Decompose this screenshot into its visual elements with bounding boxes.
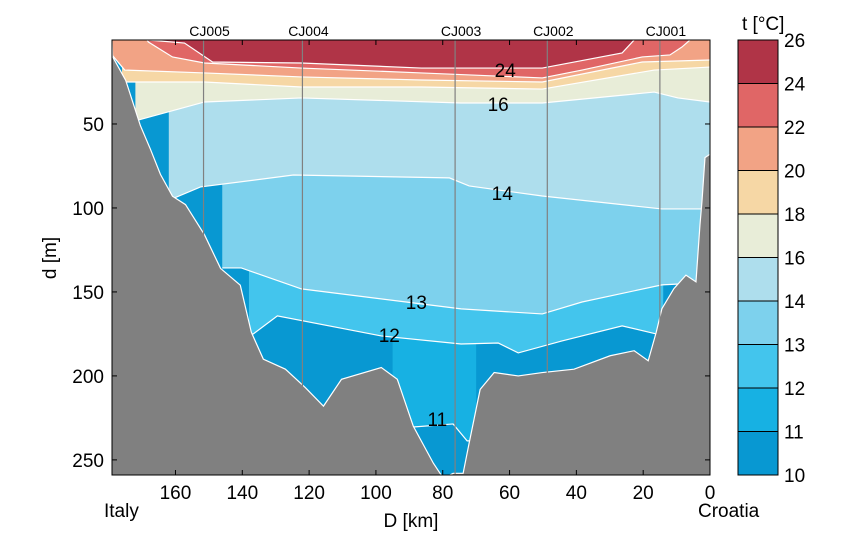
- seafloor: [112, 40, 710, 475]
- colorbar-band-12-13: [737, 344, 779, 389]
- y-axis-label: d [m]: [40, 237, 61, 279]
- x-tick-label: 0: [705, 483, 716, 504]
- left-end-label: Italy: [104, 501, 139, 522]
- isotherm-14: [168, 174, 710, 210]
- colorbar-band-13-14: [737, 300, 779, 345]
- colorbar-band-10-11: [737, 431, 779, 476]
- station-label-cj005: CJ005: [189, 23, 230, 39]
- colorbar-band-14-16: [737, 257, 779, 302]
- colorbar-tick-label: 10: [784, 466, 805, 487]
- x-tick-label: 40: [566, 483, 587, 504]
- x-axis-label: D [km]: [384, 511, 439, 532]
- plot-frame: [111, 39, 711, 476]
- contour-label-14: 14: [492, 184, 514, 205]
- colorbar-tick-label: 16: [784, 249, 805, 270]
- isotherm-24: [148, 40, 635, 69]
- x-tick-label: 140: [226, 483, 258, 504]
- colorbar-tick-label: 13: [784, 336, 805, 357]
- fill-above-24: [148, 40, 635, 69]
- x-tick-label: 80: [432, 483, 453, 504]
- colorbar-band-11-12: [737, 387, 779, 432]
- contour-label-13: 13: [406, 293, 427, 314]
- station-label-cj004: CJ004: [288, 23, 329, 39]
- colorbar-title: t [°C]: [742, 14, 784, 35]
- colorbar-tick-label: 20: [784, 162, 805, 183]
- colorbar-tick-label: 26: [784, 31, 805, 52]
- contour-label-24: 24: [495, 61, 517, 82]
- station-label-cj002: CJ002: [533, 23, 574, 39]
- x-tick-label: 100: [360, 483, 392, 504]
- x-tick-label: 120: [293, 483, 325, 504]
- y-tick-label: 150: [72, 283, 104, 304]
- isotherm-18: [122, 66, 710, 90]
- colorbar-tick-label: 24: [784, 75, 806, 96]
- colorbar-tick-label: 18: [784, 205, 805, 226]
- y-tick-label: 200: [72, 367, 104, 388]
- y-tick-label: 50: [83, 115, 104, 136]
- x-tick-label: 20: [633, 483, 654, 504]
- station-label-cj001: CJ001: [646, 23, 687, 39]
- station-lines: CJ005 CJ004 CJ003 CJ002 CJ001: [189, 23, 686, 475]
- bathymetry: [112, 40, 710, 475]
- colorbar-band-24-26: [737, 39, 779, 84]
- colorbar-tick-label: 14: [784, 292, 806, 313]
- isotherm-22: [146, 40, 691, 79]
- right-end-label: Croatia: [698, 501, 760, 522]
- isotherm-12: [248, 315, 664, 354]
- isotherm-13: [222, 267, 710, 315]
- colorbar-band-22-24: [737, 83, 779, 128]
- colorbar-tick-label: 11: [784, 423, 804, 444]
- colorbar-band-20-22: [737, 126, 779, 171]
- colorbar-tick-label: 12: [784, 379, 805, 400]
- contour-label-16: 16: [488, 95, 509, 116]
- colorbar-band-16-18: [737, 213, 779, 258]
- isotherm-20: [112, 54, 710, 83]
- seafloor-outline: [112, 40, 710, 475]
- isotherm-16: [135, 91, 710, 121]
- x-tick-label: 60: [499, 483, 520, 504]
- contour-label-12: 12: [379, 326, 400, 347]
- contour-labels: 11 12 13 14 16 24: [379, 61, 516, 431]
- station-label-cj003: CJ003: [441, 23, 482, 39]
- y-tick-label: 250: [72, 451, 104, 472]
- contour-fills: [112, 40, 710, 475]
- y-tick-label: 100: [72, 199, 104, 220]
- contour-label-11: 11: [428, 410, 448, 431]
- x-tick-label: 160: [160, 483, 192, 504]
- colorbar-band-18-20: [737, 170, 779, 215]
- colorbar: 10 11 12 13 14 16 18 20 22 24 26: [737, 31, 806, 487]
- colorbar-tick-label: 22: [784, 118, 805, 139]
